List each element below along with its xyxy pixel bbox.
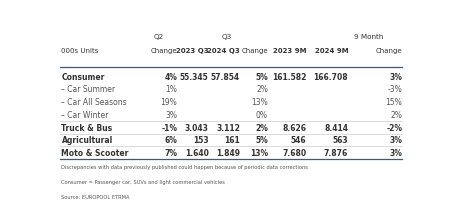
Text: Discrepancies with data previously published could happen because of periodic da: Discrepancies with data previously publi… (62, 165, 308, 170)
Text: 2%: 2% (256, 85, 268, 94)
Text: 2024 9M: 2024 9M (315, 48, 348, 54)
Text: 13%: 13% (250, 149, 268, 158)
Text: 2%: 2% (390, 111, 402, 120)
Text: 3%: 3% (165, 111, 177, 120)
Text: Q2: Q2 (154, 34, 164, 40)
Text: 1.849: 1.849 (216, 149, 240, 158)
Text: 3.043: 3.043 (185, 124, 209, 133)
Text: 6%: 6% (164, 136, 177, 145)
Text: -2%: -2% (386, 124, 402, 133)
Text: 2023 Q3: 2023 Q3 (176, 48, 209, 54)
Text: 5%: 5% (255, 136, 268, 145)
Text: Moto & Scooter: Moto & Scooter (62, 149, 129, 158)
Text: Change: Change (376, 48, 402, 54)
Text: 7.876: 7.876 (324, 149, 348, 158)
Text: 8.414: 8.414 (324, 124, 348, 133)
Text: 1.640: 1.640 (185, 149, 209, 158)
Text: 166.708: 166.708 (314, 73, 348, 82)
Text: 161: 161 (224, 136, 240, 145)
Text: 5%: 5% (255, 73, 268, 82)
Text: 2024 Q3: 2024 Q3 (207, 48, 240, 54)
Text: – Car All Seasons: – Car All Seasons (62, 98, 127, 107)
Text: – Car Summer: – Car Summer (62, 85, 116, 94)
Text: 0%: 0% (256, 111, 268, 120)
Text: 3%: 3% (389, 149, 402, 158)
Text: 13%: 13% (251, 98, 268, 107)
Text: 57.854: 57.854 (211, 73, 240, 82)
Text: Change: Change (241, 48, 268, 54)
Text: 153: 153 (193, 136, 209, 145)
Text: Source: EUROPOOL ETRMA: Source: EUROPOOL ETRMA (62, 195, 130, 200)
Text: 1%: 1% (166, 85, 177, 94)
Text: 2%: 2% (255, 124, 268, 133)
Text: 161.582: 161.582 (272, 73, 306, 82)
Text: 7%: 7% (164, 149, 177, 158)
Text: 3%: 3% (389, 136, 402, 145)
Text: – Car Winter: – Car Winter (62, 111, 109, 120)
Text: -3%: -3% (387, 85, 402, 94)
Text: 3.112: 3.112 (216, 124, 240, 133)
Text: 7.680: 7.680 (282, 149, 306, 158)
Text: 563: 563 (333, 136, 348, 145)
Text: Agricultural: Agricultural (62, 136, 113, 145)
Text: 546: 546 (291, 136, 306, 145)
Text: Change: Change (151, 48, 177, 54)
Text: 2023 9M: 2023 9M (273, 48, 306, 54)
Text: 9 Month: 9 Month (354, 34, 383, 40)
Text: 4%: 4% (164, 73, 177, 82)
Text: 55.345: 55.345 (180, 73, 209, 82)
Text: -1%: -1% (161, 124, 177, 133)
Text: 19%: 19% (161, 98, 177, 107)
Text: 3%: 3% (389, 73, 402, 82)
Text: 15%: 15% (386, 98, 402, 107)
Text: 8.626: 8.626 (282, 124, 306, 133)
Text: Truck & Bus: Truck & Bus (62, 124, 112, 133)
Text: Consumer: Consumer (62, 73, 105, 82)
Text: Consumer = Passenger car, SUVs and light commercial vehicles: Consumer = Passenger car, SUVs and light… (62, 180, 225, 185)
Text: Q3: Q3 (222, 34, 232, 40)
Text: 000s Units: 000s Units (62, 48, 99, 54)
